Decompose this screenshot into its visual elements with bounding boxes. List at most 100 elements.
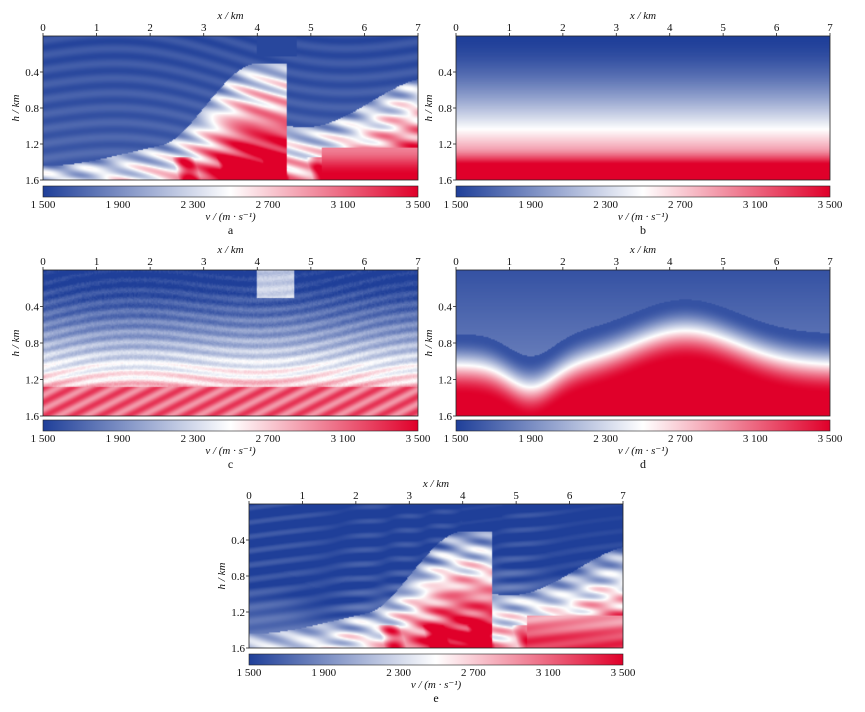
x-tick-label: 4	[667, 22, 673, 34]
x-tick-label: 1	[94, 256, 100, 268]
x-tick-label: 3	[614, 22, 620, 34]
x-axis-label: x / km	[216, 244, 243, 256]
y-tick-label: 0.8	[25, 103, 39, 115]
colorbar-tick-label: 2 700	[668, 199, 693, 211]
panel-d: 0 1 2 3 4 5 6 7 x / km 0.4 0.8 1.2 1.6 h / km 1 500 1 9…	[423, 244, 843, 471]
colorbar-tick-label: 2 300	[181, 433, 206, 445]
y-tick-label: 1.2	[231, 607, 245, 619]
y-tick-label: 1.6	[25, 175, 39, 187]
colorbar-tick-label: 1 500	[31, 433, 56, 445]
y-tick-label: 1.6	[25, 411, 39, 423]
y-tick-label: 0.4	[438, 302, 452, 314]
colorbar	[455, 185, 831, 198]
colorbar-tick-label: 3 500	[818, 433, 843, 445]
panel-a: 0 1 2 3 4 5 6 7 x / km 0.4 0.8 1.2 1.6 h / km 1 500 1 9…	[10, 10, 431, 237]
heatmap-image	[456, 270, 830, 416]
x-tick-label: 7	[415, 256, 421, 268]
colorbar-tick-label: 1 900	[106, 199, 131, 211]
x-tick-label: 0	[40, 22, 46, 34]
colorbar-tick-label: 2 700	[668, 433, 693, 445]
x-tick-label: 3	[201, 22, 207, 34]
colorbar-tick-label: 3 100	[743, 199, 768, 211]
x-tick-label: 0	[40, 256, 46, 268]
x-tick-label: 4	[255, 22, 261, 34]
colorbar-tick-label: 1 500	[444, 199, 469, 211]
x-axis-label: x / km	[422, 478, 449, 490]
panel-letter: b	[640, 223, 646, 237]
colorbar-tick-label: 2 300	[593, 433, 618, 445]
panel-letter: d	[640, 457, 646, 471]
y-tick-label: 0.8	[438, 338, 452, 350]
x-tick-label: 2	[353, 490, 359, 502]
colorbar	[248, 653, 624, 666]
colorbar-tick-label: 3 500	[818, 199, 843, 211]
x-tick-label: 5	[513, 490, 519, 502]
y-axis-label: h / km	[423, 95, 435, 122]
x-tick-label: 5	[720, 256, 726, 268]
y-tick-label: 0.8	[438, 103, 452, 115]
x-tick-label: 6	[362, 256, 368, 268]
x-tick-label: 1	[507, 22, 513, 34]
x-axis-label: x / km	[629, 244, 656, 256]
colorbar-tick-label: 1 900	[518, 199, 543, 211]
x-tick-label: 0	[453, 256, 459, 268]
colorbar-tick-label: 2 300	[386, 667, 411, 679]
panel-letter: a	[228, 223, 234, 237]
colorbar-tick-label: 1 900	[311, 667, 336, 679]
y-tick-label: 1.2	[25, 139, 39, 151]
colorbar	[455, 419, 831, 432]
colorbar-tick-label: 2 700	[256, 199, 281, 211]
x-tick-label: 1	[507, 256, 513, 268]
colorbar-tick-label: 3 500	[611, 667, 636, 679]
x-tick-label: 1	[300, 490, 306, 502]
panel-letter: c	[228, 457, 233, 471]
y-tick-label: 1.6	[231, 643, 245, 655]
colorbar-tick-label: 3 100	[743, 433, 768, 445]
colorbar-label: v / (m · s⁻¹)	[618, 445, 669, 457]
colorbar	[42, 185, 419, 198]
colorbar-label: v / (m · s⁻¹)	[205, 211, 256, 223]
x-tick-label: 2	[147, 22, 153, 34]
x-tick-label: 2	[147, 256, 153, 268]
colorbar-label: v / (m · s⁻¹)	[205, 445, 256, 457]
x-tick-label: 7	[620, 490, 626, 502]
x-axis-label: x / km	[216, 10, 243, 22]
x-tick-label: 2	[560, 256, 566, 268]
heatmap-image	[456, 36, 830, 180]
colorbar-tick-label: 2 300	[181, 199, 206, 211]
x-tick-label: 3	[614, 256, 620, 268]
x-tick-label: 6	[774, 256, 780, 268]
y-tick-label: 0.4	[25, 302, 39, 314]
colorbar-tick-label: 3 100	[536, 667, 561, 679]
colorbar-tick-label: 3 100	[331, 199, 356, 211]
y-axis-label: h / km	[10, 95, 22, 122]
panel-c: 0 1 2 3 4 5 6 7 x / km 0.4 0.8 1.2 1.6 h / km 1 500 1 9…	[10, 244, 431, 471]
x-tick-label: 7	[415, 22, 421, 34]
x-tick-label: 5	[308, 256, 314, 268]
y-axis-label: h / km	[10, 330, 22, 357]
heatmap-image	[43, 270, 418, 416]
x-tick-label: 4	[667, 256, 673, 268]
x-tick-label: 1	[94, 22, 100, 34]
x-axis-label: x / km	[629, 10, 656, 22]
y-tick-label: 0.8	[231, 571, 245, 583]
x-tick-label: 5	[720, 22, 726, 34]
colorbar-label: v / (m · s⁻¹)	[411, 679, 462, 691]
y-tick-label: 0.8	[25, 338, 39, 350]
colorbar-tick-label: 1 900	[518, 433, 543, 445]
heatmap-image	[43, 36, 418, 180]
x-tick-label: 6	[362, 22, 368, 34]
y-tick-label: 1.6	[438, 411, 452, 423]
y-tick-label: 1.2	[25, 375, 39, 387]
panel-letter: e	[433, 691, 438, 705]
colorbar-tick-label: 1 500	[31, 199, 56, 211]
colorbar-tick-label: 1 900	[106, 433, 131, 445]
colorbar-tick-label: 3 500	[406, 433, 431, 445]
y-tick-label: 1.6	[438, 175, 452, 187]
x-tick-label: 3	[407, 490, 413, 502]
panel-e: 0 1 2 3 4 5 6 7 x / km 0.4 0.8 1.2 1.6 h / km 1 500 1 9…	[216, 478, 636, 705]
y-tick-label: 0.4	[25, 67, 39, 79]
x-tick-label: 4	[255, 256, 261, 268]
colorbar-tick-label: 3 500	[406, 199, 431, 211]
